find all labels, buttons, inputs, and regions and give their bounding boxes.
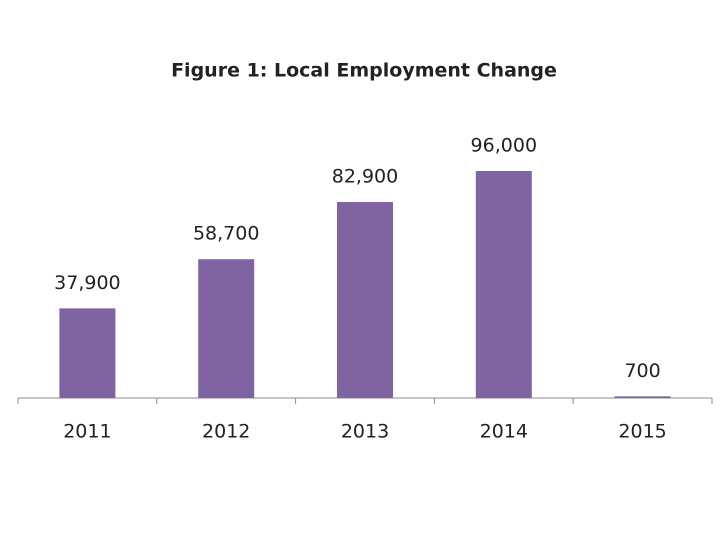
x-tick-label: 2011 <box>63 421 111 443</box>
data-label: 58,700 <box>193 223 259 245</box>
data-label: 96,000 <box>471 135 537 157</box>
chart-title: Figure 1: Local Employment Change <box>171 60 557 82</box>
bar <box>337 201 393 398</box>
x-tick-label: 2014 <box>480 421 528 443</box>
data-label: 700 <box>624 360 660 382</box>
data-label: 82,900 <box>332 165 398 187</box>
bar <box>198 259 255 398</box>
bar <box>475 171 532 398</box>
bar <box>59 308 116 398</box>
bar <box>614 396 671 398</box>
x-tick-label: 2013 <box>341 421 389 443</box>
x-tick-label: 2015 <box>618 421 666 443</box>
data-label: 37,900 <box>54 272 120 294</box>
x-tick-label: 2012 <box>202 421 250 443</box>
